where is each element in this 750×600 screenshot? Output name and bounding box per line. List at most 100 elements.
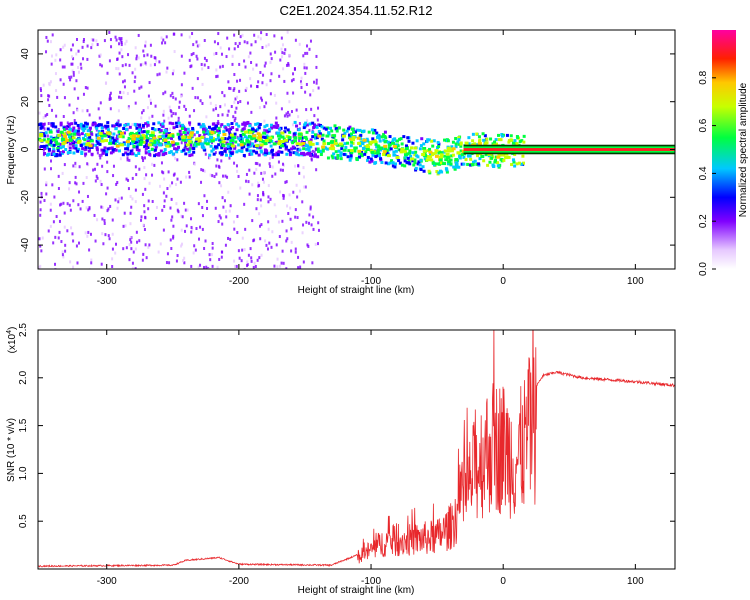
- snr-y-tick-label: 2.5: [18, 323, 29, 337]
- spectrogram-signal-cell: [426, 138, 430, 142]
- spectrogram-noise-cell: [215, 172, 218, 176]
- spectrogram-noise-cell: [54, 235, 57, 239]
- spectrogram-signal-cell: [203, 129, 207, 133]
- spectrogram-noise-cell: [217, 164, 220, 168]
- spectrogram-peak-cell: [119, 143, 124, 147]
- spectrogram-noise-cell: [143, 156, 146, 160]
- spectrogram-signal-cell: [245, 148, 249, 152]
- spectrogram-peak-cell: [392, 144, 397, 148]
- spectrogram-noise-cell: [282, 67, 285, 71]
- spectrogram-noise-cell: [64, 249, 67, 253]
- spectrogram-signal-cell: [115, 136, 119, 140]
- spectrogram-noise-cell: [107, 234, 110, 238]
- spectrogram-noise-cell: [149, 141, 152, 145]
- spectrogram-signal-cell: [167, 140, 171, 144]
- spectrogram-signal-cell: [130, 141, 134, 145]
- spectrogram-noise-cell: [90, 258, 93, 262]
- spectrogram-noise-cell: [262, 152, 265, 156]
- spectrogram-signal-cell: [59, 121, 63, 125]
- spectrogram-peak-cell: [170, 134, 175, 138]
- spectrogram-signal-cell: [76, 149, 80, 153]
- spectrogram-noise-cell: [222, 205, 225, 209]
- spectrogram-noise-cell: [315, 65, 318, 69]
- spectrogram-noise-cell: [271, 174, 274, 178]
- spectrogram-noise-cell: [134, 75, 137, 79]
- spectrogram-noise-cell: [95, 174, 98, 178]
- spectrogram-noise-cell: [280, 36, 283, 40]
- spectrogram-noise-cell: [131, 197, 134, 201]
- spectrogram-signal-cell: [334, 127, 338, 131]
- spectrogram-noise-cell: [284, 48, 287, 52]
- spectrogram-noise-cell: [39, 244, 42, 248]
- colorbar-tick-label: 0.2: [698, 214, 709, 228]
- spectrogram-peak-cell: [325, 134, 330, 138]
- spectrogram-noise-cell: [221, 174, 224, 178]
- spectrogram-peak-cell: [118, 135, 123, 139]
- spectrogram-noise-cell: [285, 112, 288, 116]
- spectrogram-noise-cell: [298, 42, 301, 46]
- spectrogram-noise-cell: [288, 193, 291, 197]
- spectrogram-signal-cell: [176, 132, 180, 136]
- spectrogram-signal-cell: [403, 159, 407, 163]
- spectrogram-noise-cell: [117, 95, 120, 99]
- spectrogram-noise-cell: [233, 47, 236, 51]
- spectrogram-signal-cell: [159, 123, 163, 127]
- spectrogram-noise-cell: [265, 44, 268, 48]
- spectrogram-noise-cell: [39, 213, 42, 217]
- spectrogram-signal-cell: [434, 150, 438, 154]
- spectrogram-signal-cell: [288, 130, 292, 134]
- spectrogram-noise-cell: [293, 67, 296, 71]
- spectrogram-noise-cell: [253, 171, 256, 175]
- spectrogram-noise-cell: [48, 81, 51, 85]
- spectrogram-noise-cell: [125, 39, 128, 43]
- spectrogram-noise-cell: [233, 33, 236, 37]
- spectrogram-signal-cell: [164, 134, 168, 138]
- spectrogram-peak-cell: [257, 137, 262, 141]
- spectrogram-signal-cell: [172, 126, 176, 130]
- spectrogram-noise-cell: [257, 181, 260, 185]
- spectrogram-signal-cell: [96, 141, 100, 145]
- spectrogram-noise-cell: [227, 109, 230, 113]
- spectrogram-noise-cell: [95, 128, 98, 132]
- spectrogram-noise-cell: [141, 62, 144, 66]
- spectrogram-signal-cell: [110, 146, 114, 150]
- spectrogram-signal-cell: [387, 146, 391, 150]
- spectrogram-noise-cell: [70, 48, 73, 52]
- spectrogram-noise-cell: [136, 240, 139, 244]
- spectrogram-signal-cell: [284, 145, 288, 149]
- spectrogram-noise-cell: [247, 253, 250, 257]
- spectrogram-peak-cell: [446, 146, 451, 150]
- spectrogram-signal-cell: [218, 138, 222, 142]
- spectrogram-signal-cell: [135, 141, 139, 145]
- spectrogram-noise-cell: [221, 250, 224, 254]
- spectrogram-marks: [38, 30, 675, 269]
- spectrogram-signal-cell: [234, 140, 238, 144]
- spectrogram-noise-cell: [190, 217, 193, 221]
- spectrogram-noise-cell: [109, 107, 112, 111]
- spectrogram-noise-cell: [73, 119, 76, 123]
- spectrogram-noise-cell: [131, 123, 134, 127]
- spectrogram-signal-cell: [457, 136, 461, 140]
- spectrogram-noise-cell: [178, 105, 181, 109]
- spectrogram-signal-cell: [368, 160, 372, 164]
- spectrogram-noise-cell: [55, 114, 58, 118]
- spectrogram-noise-cell: [292, 72, 295, 76]
- spectrogram-signal-cell: [291, 145, 295, 149]
- spectrogram-signal-cell: [93, 122, 97, 126]
- spectrogram-signal-cell: [416, 162, 420, 166]
- spectrogram-peak-cell: [451, 147, 456, 151]
- spectrogram-signal-cell: [137, 148, 141, 152]
- spectrogram-peak-cell: [221, 144, 226, 148]
- spectrogram-signal-cell: [413, 158, 417, 162]
- spectrogram-signal-cell: [322, 126, 326, 130]
- spectrogram-peak-cell: [149, 133, 154, 137]
- colorbar-ticks: 0.00.20.40.60.8: [698, 70, 716, 276]
- spectrogram-peak-cell: [322, 142, 327, 146]
- spectrogram-noise-cell: [99, 179, 102, 183]
- snr-y-multiplier: (x104): [6, 327, 18, 354]
- spectrogram-noise-cell: [134, 165, 137, 169]
- spectrogram-signal-cell: [380, 135, 384, 139]
- spectrogram-signal-cell: [308, 150, 312, 154]
- spectrogram-signal-cell: [138, 125, 142, 129]
- spectrogram-noise-cell: [316, 118, 319, 122]
